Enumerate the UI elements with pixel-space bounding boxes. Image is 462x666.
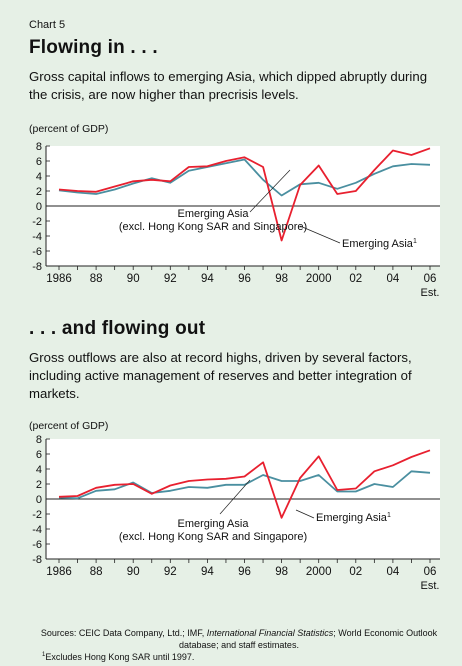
- x-tick-label: 88: [90, 273, 103, 285]
- y-tick-label: -6: [32, 246, 42, 258]
- x-tick-label: 04: [387, 273, 400, 285]
- series-label-emerging-asia-excl-line2: (excl. Hong Kong SAR and Singapore): [119, 531, 307, 543]
- series-line-emerging-asia: [58, 147, 431, 242]
- y-tick-label: -2: [32, 509, 42, 521]
- x-tick-label: 96: [238, 566, 251, 578]
- x-extra-label: Est.: [421, 287, 440, 299]
- leader-line: [249, 169, 291, 213]
- series-label-emerging-asia: Emerging Asia1: [342, 238, 417, 250]
- x-tick-label: 06: [424, 273, 437, 285]
- series-line-emerging-asia-excl: [58, 470, 431, 500]
- chart-1-subtitle: Gross capital inflows to emerging Asia, …: [29, 69, 428, 102]
- x-tick-label: 04: [387, 566, 400, 578]
- x-tick-label: 98: [275, 566, 288, 578]
- y-tick-label: 2: [36, 479, 42, 491]
- leader-line: [295, 509, 315, 519]
- series-label-emerging-asia-excl: Emerging Asia: [178, 518, 250, 530]
- y-tick-label: -4: [32, 231, 42, 243]
- series-label-footnote-mark: 1: [387, 512, 391, 519]
- x-tick-label: 90: [127, 273, 140, 285]
- leader-line: [299, 225, 341, 244]
- x-tick-label: 02: [349, 566, 362, 578]
- sources-suffix: ; World Economic Outlook database; and s…: [179, 628, 438, 650]
- x-tick-label: 2000: [306, 566, 332, 578]
- series-label-emerging-asia-excl-line2: (excl. Hong Kong SAR and Singapore): [119, 221, 307, 233]
- y-tick-label: 0: [36, 201, 42, 213]
- y-tick-label: 4: [36, 464, 42, 476]
- sources-italic: International Financial Statistics: [206, 628, 334, 638]
- series-label-footnote-mark: 1: [413, 238, 417, 245]
- sources-prefix: Sources: CEIC Data Company, Ltd.; IMF,: [40, 628, 207, 638]
- y-tick-label: 6: [36, 156, 42, 168]
- x-tick-label: 06: [424, 566, 437, 578]
- y-tick-label: -2: [32, 216, 42, 228]
- y-tick-label: 2: [36, 186, 42, 198]
- y-tick-label: -6: [32, 539, 42, 551]
- y-tick-label: 6: [36, 449, 42, 461]
- chart-1-title: Flowing in . . .: [29, 37, 158, 58]
- x-tick-label: 2000: [306, 273, 332, 285]
- series-label-emerging-asia-excl: Emerging Asia: [178, 208, 250, 220]
- y-tick-label: -8: [32, 554, 42, 566]
- sources-note: Sources: CEIC Data Company, Ltd.; IMF, I…: [29, 627, 449, 651]
- x-tick-label: 94: [201, 566, 214, 578]
- chart-2-subtitle: Gross outflows are also at record highs,…: [29, 350, 412, 401]
- footnote: 1Excludes Hong Kong SAR until 1997.: [42, 652, 194, 662]
- chart-1-unit-label: (percent of GDP): [29, 123, 109, 135]
- series-line-emerging-asia: [58, 449, 431, 519]
- y-tick-label: 8: [36, 434, 42, 446]
- x-tick-label: 98: [275, 273, 288, 285]
- chart-2-title: . . . and flowing out: [29, 318, 206, 339]
- x-tick-label: 88: [90, 566, 103, 578]
- x-tick-label: 90: [127, 566, 140, 578]
- footnote-mark: 1: [42, 652, 46, 658]
- x-tick-label: 1986: [46, 566, 72, 578]
- x-tick-label: 92: [164, 566, 177, 578]
- x-tick-label: 1986: [46, 273, 72, 285]
- y-tick-label: -8: [32, 261, 42, 273]
- y-tick-label: 4: [36, 171, 42, 183]
- y-tick-label: -4: [32, 524, 42, 536]
- chart-number: Chart 5: [29, 19, 66, 31]
- x-tick-label: 96: [238, 273, 251, 285]
- x-tick-label: 02: [349, 273, 362, 285]
- y-tick-label: 0: [36, 494, 42, 506]
- footnote-text: Excludes Hong Kong SAR until 1997.: [45, 652, 195, 662]
- x-tick-label: 94: [201, 273, 214, 285]
- chart-2-unit-label: (percent of GDP): [29, 420, 109, 432]
- x-tick-label: 92: [164, 273, 177, 285]
- x-extra-label: Est.: [421, 580, 440, 592]
- series-label-emerging-asia: Emerging Asia1: [316, 512, 391, 524]
- leader-line: [219, 479, 251, 515]
- y-tick-label: 8: [36, 141, 42, 153]
